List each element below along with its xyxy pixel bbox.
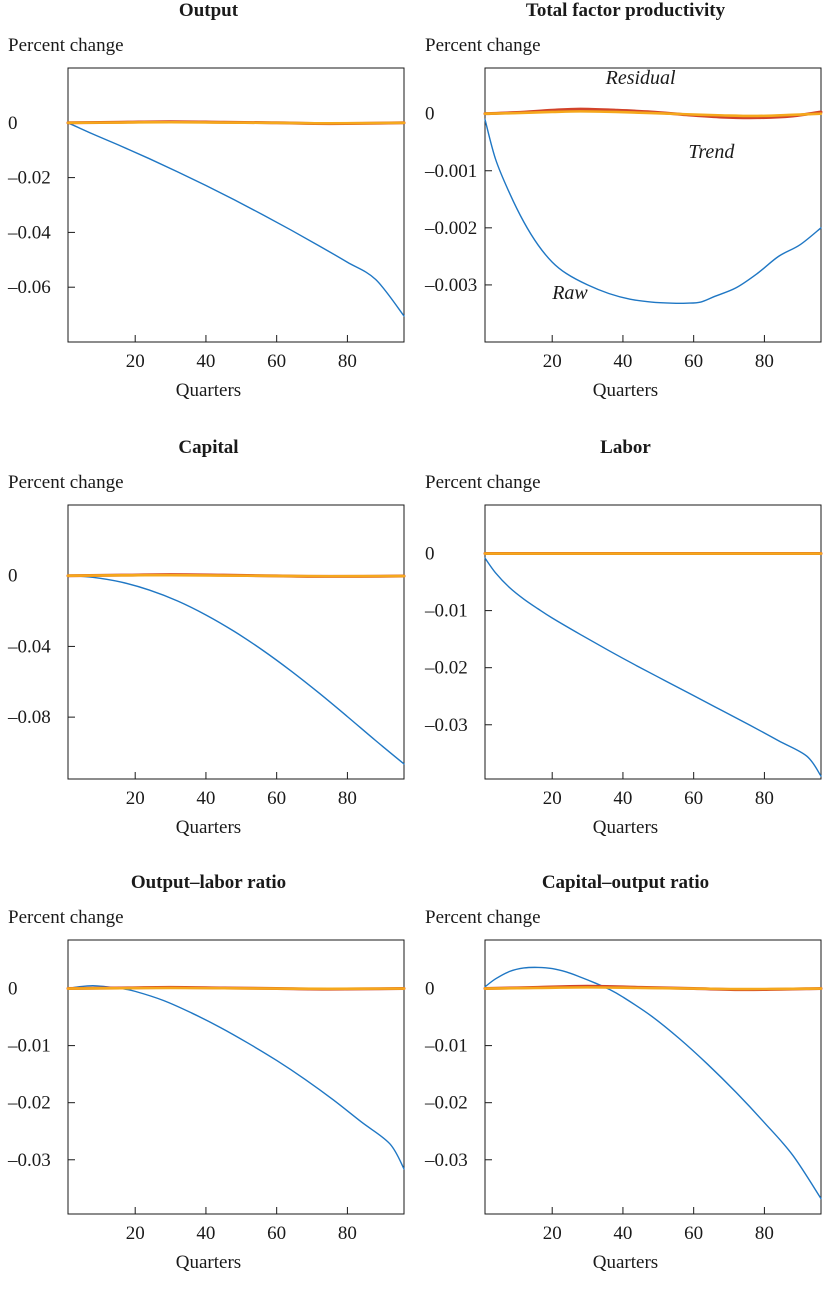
x-tick-label: 40 [196, 1223, 215, 1244]
x-axis-label: Quarters [592, 1252, 659, 1273]
chart-panel-labor: Labor Percent change Quarters 0 –0.01 –0.0… [417, 437, 834, 863]
y-tick-label: –0.002 [424, 218, 477, 239]
series-line [483, 110, 823, 118]
y-tick-label: –0.01 [424, 601, 468, 622]
x-tick-label: 60 [684, 1223, 703, 1244]
chart-plot: 0 –0.01 –0.02 –0.03 20 40 60 80 [424, 939, 823, 1244]
series-line [484, 966, 822, 1200]
x-tick-label: 60 [684, 351, 703, 372]
x-tick-label: 80 [755, 351, 774, 372]
y-tick-label: –0.03 [424, 1150, 468, 1171]
x-axis-label: Quarters [175, 1252, 242, 1273]
y-tick-label: –0.02 [424, 1093, 468, 1114]
series-line [484, 118, 822, 305]
x-tick-label: 40 [613, 351, 632, 372]
y-tick-label: 0 [8, 566, 18, 587]
y-tick-label: 0 [425, 544, 435, 565]
chart-panel-output: Output Percent change Quarters 0 –0.02 –0.… [0, 0, 417, 426]
y-tick-label: –0.03 [424, 715, 468, 736]
y-axis-label: Percent change [8, 907, 124, 928]
chart-panel-output-labor-ratio: Output–labor ratio Percent change Quarte… [0, 872, 417, 1298]
x-tick-label: 20 [543, 1223, 562, 1244]
series-line [67, 984, 405, 1170]
y-tick-label: 0 [425, 979, 435, 1000]
plot-frame [67, 67, 405, 343]
y-tick-label: –0.001 [424, 161, 477, 182]
y-tick-label: –0.04 [7, 636, 51, 657]
series-line [66, 573, 406, 578]
x-tick-label: 40 [196, 788, 215, 809]
chart-title: Labor [600, 437, 651, 458]
y-tick-label: –0.08 [7, 707, 51, 728]
x-tick-label: 80 [338, 351, 357, 372]
series-line [67, 575, 405, 765]
series-annotation: Trend [688, 141, 735, 163]
series-line [67, 122, 405, 317]
plot-frame [484, 939, 822, 1215]
x-tick-label: 20 [126, 1223, 145, 1244]
y-tick-label: –0.003 [424, 275, 477, 296]
x-tick-label: 40 [196, 351, 215, 372]
chart-panel-capital: Capital Percent change Quarters 0 –0.04 –0… [0, 437, 417, 863]
x-axis-label: Quarters [175, 380, 242, 401]
x-tick-label: 80 [755, 1223, 774, 1244]
y-tick-label: –0.01 [7, 1036, 51, 1057]
x-axis-label: Quarters [592, 817, 659, 838]
y-tick-label: –0.02 [7, 168, 51, 189]
plot-frame [67, 939, 405, 1215]
x-axis-label: Quarters [592, 380, 659, 401]
chart-plot: 0 –0.04 –0.08 20 40 60 80 [7, 504, 406, 809]
y-tick-label: 0 [8, 113, 18, 134]
x-tick-label: 80 [338, 788, 357, 809]
chart-plot: 0 –0.02 –0.04 –0.06 20 40 60 80 [7, 67, 406, 372]
y-axis-label: Percent change [425, 35, 541, 56]
chart-panel-capital-output-ratio: Capital–output ratio Percent change Quar… [417, 872, 834, 1298]
chart-plot: 0 –0.01 –0.02 –0.03 20 40 60 80 [424, 504, 823, 809]
x-tick-label: 20 [126, 788, 145, 809]
chart-title: Total factor productivity [525, 0, 726, 21]
x-tick-label: 20 [126, 351, 145, 372]
x-tick-label: 60 [267, 1223, 286, 1244]
x-tick-label: 40 [613, 788, 632, 809]
plot-frame [67, 504, 405, 780]
y-tick-label: –0.04 [7, 222, 51, 243]
chart-title: Output–labor ratio [130, 872, 287, 893]
series-annotation: Residual [605, 67, 676, 89]
chart-plot: 0 –0.001 –0.002 –0.003 20 40 60 80 Residual Trend… [424, 67, 823, 372]
y-axis-label: Percent change [425, 907, 541, 928]
series-line [66, 120, 406, 125]
y-tick-label: –0.01 [424, 1036, 468, 1057]
y-tick-label: 0 [8, 979, 18, 1000]
y-axis-label: Percent change [8, 35, 124, 56]
x-tick-label: 60 [684, 788, 703, 809]
series-annotation: Raw [551, 282, 588, 304]
chart-title: Capital–output ratio [541, 872, 710, 893]
plot-frame [484, 67, 822, 343]
x-tick-label: 80 [338, 1223, 357, 1244]
x-tick-label: 20 [543, 788, 562, 809]
y-tick-label: –0.03 [7, 1150, 51, 1171]
x-tick-label: 40 [613, 1223, 632, 1244]
series-line [66, 986, 406, 991]
x-tick-label: 60 [267, 788, 286, 809]
chart-title: Capital [178, 437, 239, 458]
series-line [484, 557, 822, 777]
y-tick-label: –0.02 [424, 658, 468, 679]
y-axis-label: Percent change [425, 472, 541, 493]
y-tick-label: –0.02 [7, 1093, 51, 1114]
chart-plot: 0 –0.01 –0.02 –0.03 20 40 60 80 [7, 939, 406, 1244]
x-axis-label: Quarters [175, 817, 242, 838]
x-tick-label: 20 [543, 351, 562, 372]
plot-frame [484, 504, 822, 780]
y-tick-label: –0.06 [7, 277, 51, 298]
x-tick-label: 60 [267, 351, 286, 372]
y-tick-label: 0 [425, 104, 435, 125]
x-tick-label: 80 [755, 788, 774, 809]
series-line [483, 986, 823, 991]
y-axis-label: Percent change [8, 472, 124, 493]
chart-panel-tfp: Total factor productivity Percent change… [417, 0, 834, 426]
chart-title: Output [178, 0, 239, 21]
